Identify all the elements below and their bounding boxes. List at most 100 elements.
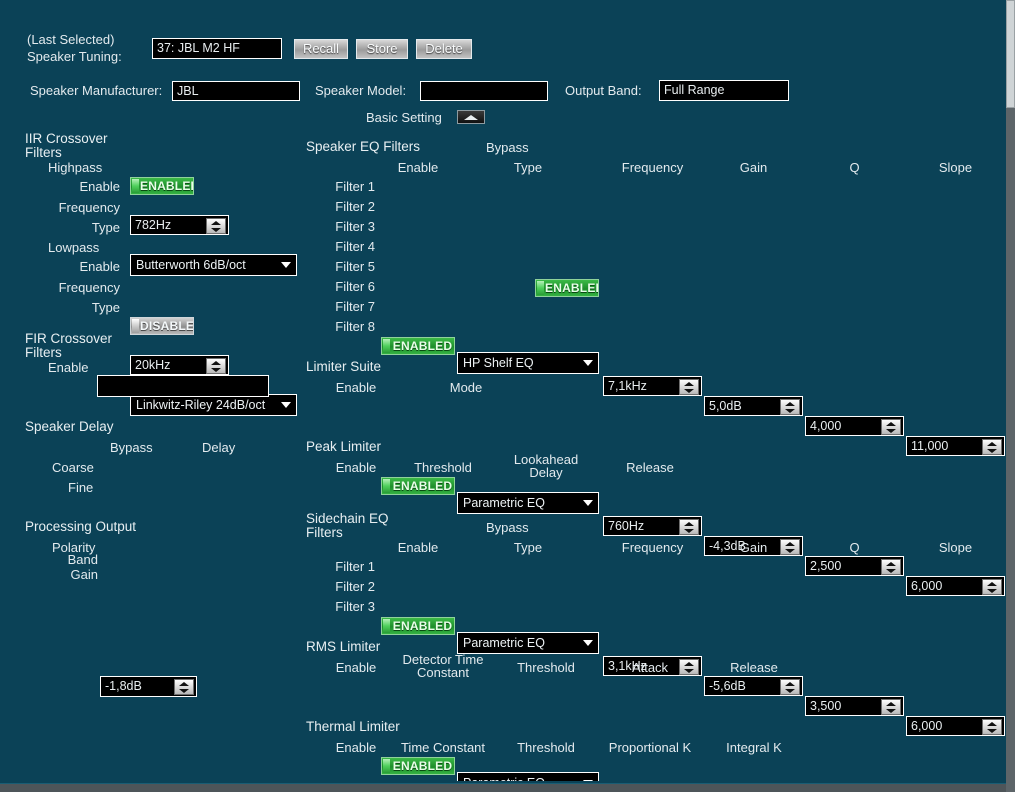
spinner-arrows-icon[interactable] (780, 679, 800, 695)
speaker-tuning-field[interactable]: 37: JBL M2 HF (152, 38, 282, 59)
spinner-arrows-icon[interactable] (206, 358, 226, 374)
speaker-eq-row-2-slope-spinner[interactable]: 6,000 (906, 576, 1005, 596)
speaker-eq-row-1-slope-spinner[interactable]: 11,000 (906, 436, 1005, 456)
rms-limiter-detector-label-line2: Constant (416, 665, 470, 680)
speaker-eq-row-2-slope-spinner-value: 6,000 (911, 579, 943, 593)
speaker-eq-row-3-frequency-spinner[interactable]: 3,1kHz (603, 656, 702, 676)
iir-lowpass-type-select[interactable]: Linkwitz-Riley 24dB/oct (130, 394, 297, 416)
iir-lowpass-frequency-label: Frequency (58, 280, 120, 295)
iir-lowpass-enable-toggle[interactable]: DISABLED (130, 317, 194, 335)
thermal-limiter-title: Thermal Limiter (306, 719, 400, 734)
vertical-scrollbar[interactable] (1006, 0, 1015, 792)
spinner-arrows-icon[interactable] (780, 539, 800, 555)
sidechain-eq-row-3-label: Filter 3 (335, 599, 375, 614)
speaker-eq-row-3-gain-spinner-value: -5,6dB (709, 679, 746, 693)
thermal-limiter-enable-label: Enable (335, 740, 377, 755)
speaker-eq-row-3-slope-spinner[interactable]: 6,000 (906, 716, 1005, 736)
speaker-eq-row-4-label: Filter 4 (335, 239, 375, 254)
last-selected-label-line2: Speaker Tuning: (27, 49, 122, 64)
sidechain-eq-col-enable: Enable (397, 540, 439, 555)
speaker-eq-row-5-label: Filter 5 (335, 259, 375, 274)
speaker-eq-row-1-label: Filter 1 (335, 179, 375, 194)
speaker-eq-row-1-enable-toggle[interactable]: ENABLED (381, 337, 455, 355)
speaker-eq-row-2-label: Filter 2 (335, 199, 375, 214)
spinner-arrows-icon[interactable] (780, 399, 800, 415)
iir-crossover-title-line1: IIR Crossover (25, 131, 108, 146)
spinner-arrows-icon[interactable] (982, 719, 1002, 735)
speaker-eq-col-q: Q (849, 160, 860, 175)
speaker-eq-row-3-gain-spinner[interactable]: -5,6dB (704, 676, 803, 696)
thermal-limiter-time-constant-label: Time Constant (400, 740, 486, 755)
chevron-down-icon (583, 640, 593, 646)
speaker-manufacturer-field[interactable]: JBL (172, 81, 300, 101)
fir-crossover-enable-field[interactable] (97, 375, 269, 397)
chevron-down-icon (583, 500, 593, 506)
speaker-model-field[interactable] (420, 81, 548, 101)
iir-highpass-enable-label: Enable (79, 179, 120, 194)
iir-highpass-type-select[interactable]: Butterworth 6dB/oct (130, 254, 297, 276)
band-gain-value: -1,8dB (105, 679, 142, 693)
spinner-arrows-icon[interactable] (174, 679, 194, 695)
speaker-eq-row-1-type-select[interactable]: HP Shelf EQ (457, 352, 599, 374)
iir-highpass-frequency-value: 782Hz (135, 218, 172, 232)
window-bottom-edge (0, 781, 1015, 784)
speaker-eq-row-2-frequency-spinner[interactable]: 760Hz (603, 516, 702, 536)
speaker-eq-row-4-enable-toggle[interactable]: ENABLED (381, 757, 455, 775)
speaker-eq-row-3-q-spinner[interactable]: 3,500 (805, 696, 904, 716)
chevron-up-icon (464, 114, 478, 120)
chevron-down-icon (583, 360, 593, 366)
sidechain-eq-row-1-label: Filter 1 (335, 559, 375, 574)
band-gain-spinner[interactable]: -1,8dB (100, 676, 197, 697)
recall-button[interactable]: Recall (294, 39, 348, 59)
spinner-arrows-icon[interactable] (206, 218, 226, 234)
sidechain-eq-col-slope: Slope (938, 540, 973, 555)
scrollbar-thumb[interactable] (1006, 0, 1015, 108)
spinner-arrows-icon[interactable] (679, 379, 699, 395)
iir-highpass-frequency-spinner[interactable]: 782Hz (130, 215, 229, 235)
rms-limiter-detector-label-line1: Detector Time (402, 652, 484, 667)
speaker-eq-row-1-q-spinner[interactable]: 4,000 (805, 416, 904, 436)
speaker-eq-row-2-gain-spinner[interactable]: -4,3dB (704, 536, 803, 556)
speaker-eq-row-7-label: Filter 7 (335, 299, 375, 314)
sidechain-eq-title-line2: Filters (306, 525, 343, 540)
spinner-arrows-icon[interactable] (982, 439, 1002, 455)
basic-setting-collapse-toggle[interactable] (457, 110, 485, 124)
sidechain-eq-bypass-label: Bypass (486, 520, 529, 535)
speaker-eq-row-3-q-spinner-value: 3,500 (810, 699, 842, 713)
speaker-eq-bypass-toggle[interactable]: ENABLED (535, 279, 599, 297)
iir-highpass-enable-toggle[interactable]: ENABLED (130, 177, 194, 195)
speaker-model-label: Speaker Model: (315, 83, 407, 98)
speaker-delay-title: Speaker Delay (25, 419, 114, 434)
rms-limiter-release-label: Release (730, 660, 778, 675)
speaker-eq-row-3-enable-toggle[interactable]: ENABLED (381, 617, 455, 635)
spinner-arrows-icon[interactable] (881, 419, 901, 435)
peak-limiter-lookahead-label-line1: Lookahead (513, 452, 579, 467)
store-button[interactable]: Store (356, 39, 408, 59)
delete-button[interactable]: Delete (416, 39, 472, 59)
output-band-field[interactable]: Full Range (659, 80, 789, 101)
iir-highpass-type-value: Butterworth 6dB/oct (136, 258, 246, 272)
iir-lowpass-frequency-spinner[interactable]: 20kHz (130, 355, 229, 375)
spinner-arrows-icon[interactable] (881, 699, 901, 715)
peak-limiter-release-label: Release (626, 460, 674, 475)
speaker-eq-col-enable: Enable (397, 160, 439, 175)
speaker-eq-row-2-q-spinner[interactable]: 2,500 (805, 556, 904, 576)
speaker-delay-delay-label: Delay (202, 440, 236, 455)
speaker-eq-row-2-enable-toggle[interactable]: ENABLED (381, 477, 455, 495)
spinner-arrows-icon[interactable] (679, 659, 699, 675)
spinner-arrows-icon[interactable] (982, 579, 1002, 595)
spinner-arrows-icon[interactable] (679, 519, 699, 535)
speaker-eq-row-1-frequency-spinner[interactable]: 7,1kHz (603, 376, 702, 396)
speaker-eq-row-3-slope-spinner-value: 6,000 (911, 719, 943, 733)
spinner-arrows-icon[interactable] (881, 559, 901, 575)
speaker-eq-row-3-type-select[interactable]: Parametric EQ (457, 632, 599, 654)
peak-limiter-enable-label: Enable (335, 460, 377, 475)
thermal-limiter-threshold-label: Threshold (517, 740, 575, 755)
iir-lowpass-type-label: Type (91, 300, 120, 315)
speaker-eq-row-2-type-select[interactable]: Parametric EQ (457, 492, 599, 514)
speaker-eq-col-type: Type (513, 160, 543, 175)
speaker-eq-row-2-gain-spinner-value: -4,3dB (709, 539, 746, 553)
speaker-eq-row-2-type-value: Parametric EQ (463, 496, 545, 510)
speaker-eq-row-1-gain-spinner[interactable]: 5,0dB (704, 396, 803, 416)
speaker-eq-row-1-slope-spinner-value: 11,000 (911, 439, 949, 453)
